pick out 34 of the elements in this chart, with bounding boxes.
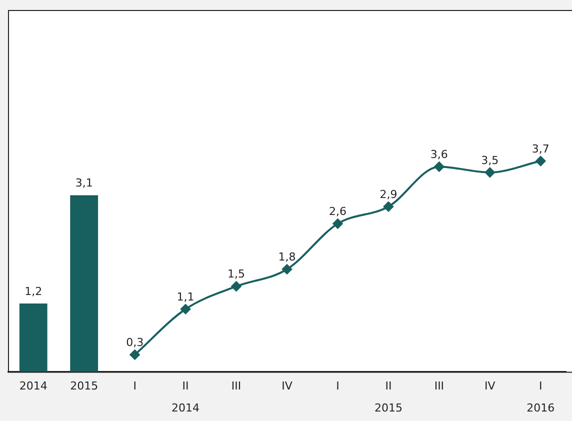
data-label: 1,8 <box>278 250 296 264</box>
x-tick-label: III <box>231 379 242 392</box>
point <box>536 156 546 166</box>
x-tick-label: 2014 <box>19 379 48 392</box>
data-label: 3,1 <box>75 176 93 190</box>
data-label: 3,5 <box>481 154 499 167</box>
data-label: 3,6 <box>430 148 448 162</box>
x-tick-label: I <box>539 379 542 392</box>
x-tick-label: 2015 <box>70 379 98 392</box>
point <box>180 304 191 314</box>
x-tick-label: IV <box>484 379 496 392</box>
x-tick-label: II <box>385 379 392 392</box>
x-tick-label: IV <box>282 379 293 392</box>
data-label: 1,5 <box>228 268 246 281</box>
point <box>434 162 444 172</box>
point <box>282 264 292 274</box>
data-label: 0,3 <box>126 336 144 350</box>
data-label: 1,2 <box>24 284 42 298</box>
text: 2015 <box>374 401 402 414</box>
point <box>484 167 495 178</box>
data-label: 2,9 <box>380 188 398 201</box>
point <box>130 350 140 360</box>
x-tick-label: I <box>133 379 136 392</box>
data-label: 2,6 <box>328 205 346 218</box>
x-tick-label: III <box>434 379 444 392</box>
text: 2016 <box>526 401 555 414</box>
x-tick-label: I <box>336 379 340 392</box>
text: 2014 <box>172 401 200 414</box>
x-tick-label: II <box>182 379 189 392</box>
point <box>231 281 242 292</box>
point <box>383 202 394 212</box>
point <box>332 218 343 229</box>
data-label: 1,1 <box>176 290 194 304</box>
data-label: 3,7 <box>532 142 550 156</box>
